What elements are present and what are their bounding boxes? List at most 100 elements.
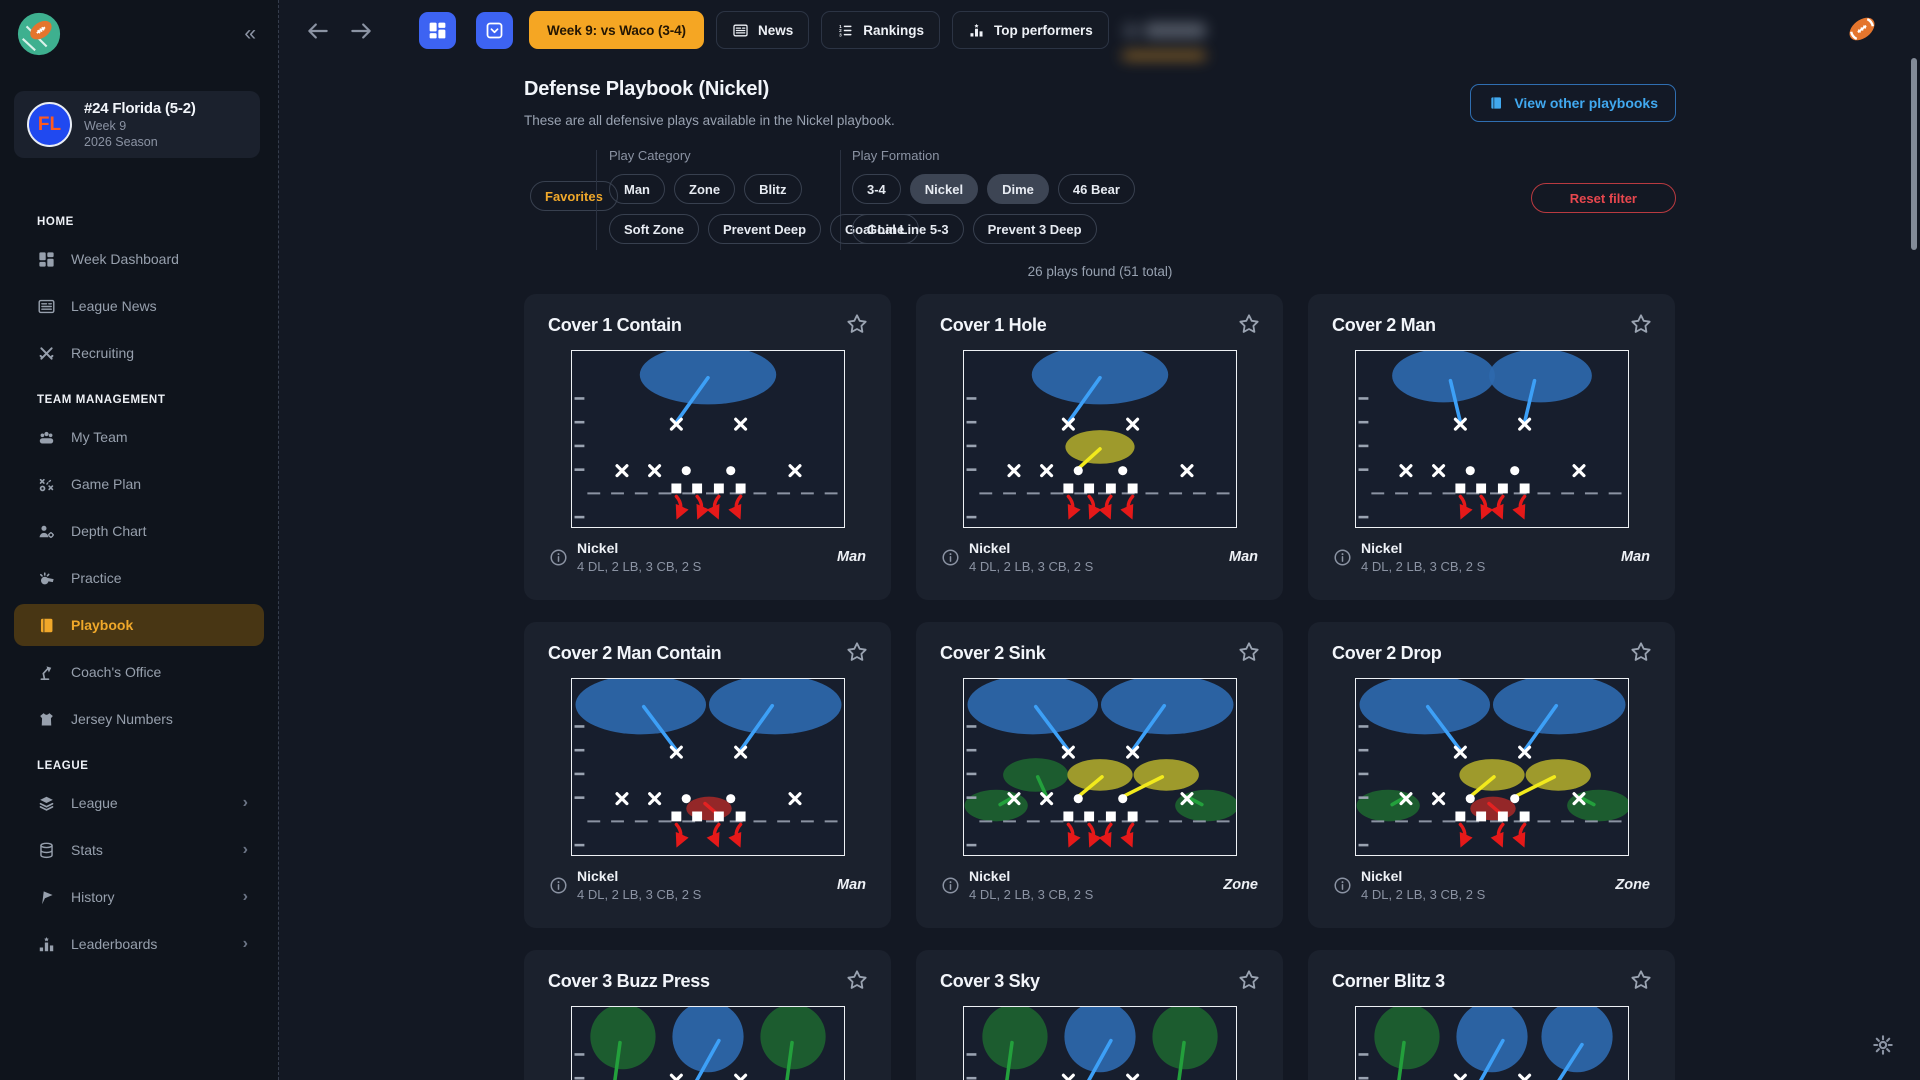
sidebar-item-depth-chart[interactable]: Depth Chart [14, 510, 264, 552]
sidebar-item-stats[interactable]: Stats › [14, 829, 264, 871]
filter-pill-blitz[interactable]: Blitz [744, 174, 802, 204]
practice-icon [40, 571, 54, 584]
dashboard-view-button[interactable] [419, 11, 456, 49]
play-card-cover-2-man[interactable]: Cover 2 Man Nickel 4 DL, 2 LB, 3 CB, 2 S… [1308, 294, 1675, 600]
play-card-corner-blitz-3[interactable]: Corner Blitz 3 [1308, 950, 1675, 1080]
sidebar-item-week-dashboard[interactable]: Week Dashboard [14, 238, 264, 280]
chevron-right-icon: › [242, 935, 248, 952]
filter-pill-man[interactable]: Man [609, 174, 665, 204]
favorite-star-icon[interactable] [1237, 312, 1261, 336]
play-formation: Nickel [969, 868, 1011, 884]
plays-grid: Cover 1 Contain Nickel 4 DL, 2 LB, 3 CB,… [524, 294, 1676, 1080]
top-performers-button[interactable]: Top performers [952, 11, 1109, 49]
sidebar-item-leaderboards[interactable]: Leaderboards › [14, 923, 264, 965]
chevron-right-icon: › [242, 794, 248, 811]
team-card[interactable]: FL #24 Florida (5-2) Week 9 2026 Season [14, 91, 260, 158]
play-category: Man [837, 877, 866, 893]
play-card-cover-2-man-contain[interactable]: Cover 2 Man Contain Nickel 4 DL, 2 LB, 3… [524, 622, 891, 928]
play-title: Cover 3 Buzz Press [548, 971, 710, 991]
favorite-star-icon[interactable] [845, 968, 869, 992]
filter-pill-46-bear[interactable]: 46 Bear [1057, 174, 1135, 204]
sidebar-item-league[interactable]: League › [14, 782, 264, 824]
nav-section-label-home: HOME [37, 216, 74, 228]
favorite-star-icon[interactable] [1629, 640, 1653, 664]
play-personnel: 4 DL, 2 LB, 3 CB, 2 S [969, 559, 1094, 574]
scrollbar[interactable] [1911, 58, 1917, 250]
jersey-icon [40, 712, 53, 725]
filter-pill-3-4[interactable]: 3-4 [852, 174, 901, 204]
info-icon[interactable] [549, 548, 568, 567]
sidebar-item-label: Recruiting [71, 345, 135, 361]
sidebar-item-recruiting[interactable]: Recruiting [14, 332, 264, 374]
sidebar-item-history[interactable]: History › [14, 876, 264, 918]
page-subtitle: These are all defensive plays available … [524, 113, 895, 128]
history-icon [42, 890, 53, 904]
forward-arrow-icon[interactable] [348, 18, 374, 44]
sidebar-item-label: League [71, 795, 118, 811]
sidebar-item-label: Game Plan [71, 476, 142, 492]
favorite-star-icon[interactable] [1629, 968, 1653, 992]
settings-gear-icon[interactable] [1872, 1034, 1894, 1056]
sidebar-collapse-icon[interactable]: « [244, 22, 256, 45]
filter-pill-zone[interactable]: Zone [674, 174, 736, 204]
view-other-playbooks-button[interactable]: View other playbooks [1470, 84, 1676, 122]
grid-icon [39, 251, 54, 267]
play-personnel: 4 DL, 2 LB, 3 CB, 2 S [577, 559, 702, 574]
sidebar-item-practice[interactable]: Practice [14, 557, 264, 599]
sidebar-item-my-team[interactable]: My Team [14, 416, 264, 458]
filter-group-play-formation: Play Formation 3-4 Nickel Dime 46 Bear Goal L… [852, 148, 1135, 254]
depth-icon [39, 525, 54, 538]
app-logo [17, 12, 61, 56]
play-card-cover-2-sink[interactable]: Cover 2 Sink Nickel 4 DL, 2 LB, 3 CB, 2 … [916, 622, 1283, 928]
news-button[interactable]: News [715, 11, 810, 49]
favorites-filter-pill[interactable]: Favorites [530, 181, 618, 211]
rankings-button[interactable]: 1 2 3 Rankings [821, 11, 940, 49]
play-card-cover-1-hole[interactable]: Cover 1 Hole Nickel 4 DL, 2 LB, 3 CB, 2 … [916, 294, 1283, 600]
filter-divider [596, 150, 597, 250]
filter-pill-goal-line-5-3[interactable]: Goal Line 5-3 [852, 214, 964, 244]
play-card-cover-2-drop[interactable]: Cover 2 Drop Nickel 4 DL, 2 LB, 3 CB, 2 … [1308, 622, 1675, 928]
sidebar-item-label: League News [71, 298, 157, 314]
play-card-cover-3-buzz-press[interactable]: Cover 3 Buzz Press [524, 950, 891, 1080]
sidebar-item-league-news[interactable]: League News [14, 285, 264, 327]
play-diagram [962, 350, 1237, 528]
results-count: 26 plays found (51 total) [1027, 264, 1173, 279]
topbar: Week 9: vs Waco (3-4) News 1 2 3 Rankings Top… [278, 0, 1920, 60]
play-diagram [1354, 350, 1629, 528]
team-avatar: FL [27, 102, 72, 147]
recruit-icon [39, 346, 54, 360]
football-icon [1849, 17, 1875, 41]
play-card-cover-3-sky[interactable]: Cover 3 Sky [916, 950, 1283, 1080]
play-card-cover-1-contain[interactable]: Cover 1 Contain Nickel 4 DL, 2 LB, 3 CB,… [524, 294, 891, 600]
reset-filter-button[interactable]: Reset filter [1530, 183, 1676, 213]
info-icon[interactable] [1333, 548, 1352, 567]
coach-icon [40, 665, 52, 680]
info-icon[interactable] [549, 876, 568, 895]
play-category: Man [1229, 549, 1258, 565]
favorite-star-icon[interactable] [845, 312, 869, 336]
filter-pill-dime[interactable]: Dime [987, 174, 1049, 204]
filter-pill-prevent-3-deep[interactable]: Prevent 3 Deep [972, 214, 1097, 244]
filter-group-label: Play Category [609, 148, 691, 163]
filter-pill-prevent-deep[interactable]: Prevent Deep [707, 214, 822, 244]
filter-pill-nickel[interactable]: Nickel [909, 174, 979, 204]
info-icon[interactable] [941, 548, 960, 567]
filter-pill-soft-zone[interactable]: Soft Zone [609, 214, 699, 244]
inbox-button[interactable] [476, 11, 513, 49]
week-matchup-button[interactable]: Week 9: vs Waco (3-4) [529, 11, 704, 49]
info-icon[interactable] [941, 876, 960, 895]
back-arrow-icon[interactable] [305, 18, 331, 44]
news-icon [38, 299, 55, 313]
sidebar-item-jersey-numbers[interactable]: Jersey Numbers [14, 698, 264, 740]
info-icon[interactable] [1333, 876, 1352, 895]
sidebar-divider [278, 0, 279, 1080]
sidebar-item-coach-s-office[interactable]: Coach's Office [14, 651, 264, 693]
sidebar-item-game-plan[interactable]: Game Plan [14, 463, 264, 505]
favorite-star-icon[interactable] [845, 640, 869, 664]
sidebar-item-playbook[interactable]: Playbook [14, 604, 264, 646]
favorite-star-icon[interactable] [1237, 640, 1261, 664]
play-category: Man [837, 549, 866, 565]
favorite-star-icon[interactable] [1237, 968, 1261, 992]
favorite-star-icon[interactable] [1629, 312, 1653, 336]
leaderboard-icon [970, 23, 983, 37]
